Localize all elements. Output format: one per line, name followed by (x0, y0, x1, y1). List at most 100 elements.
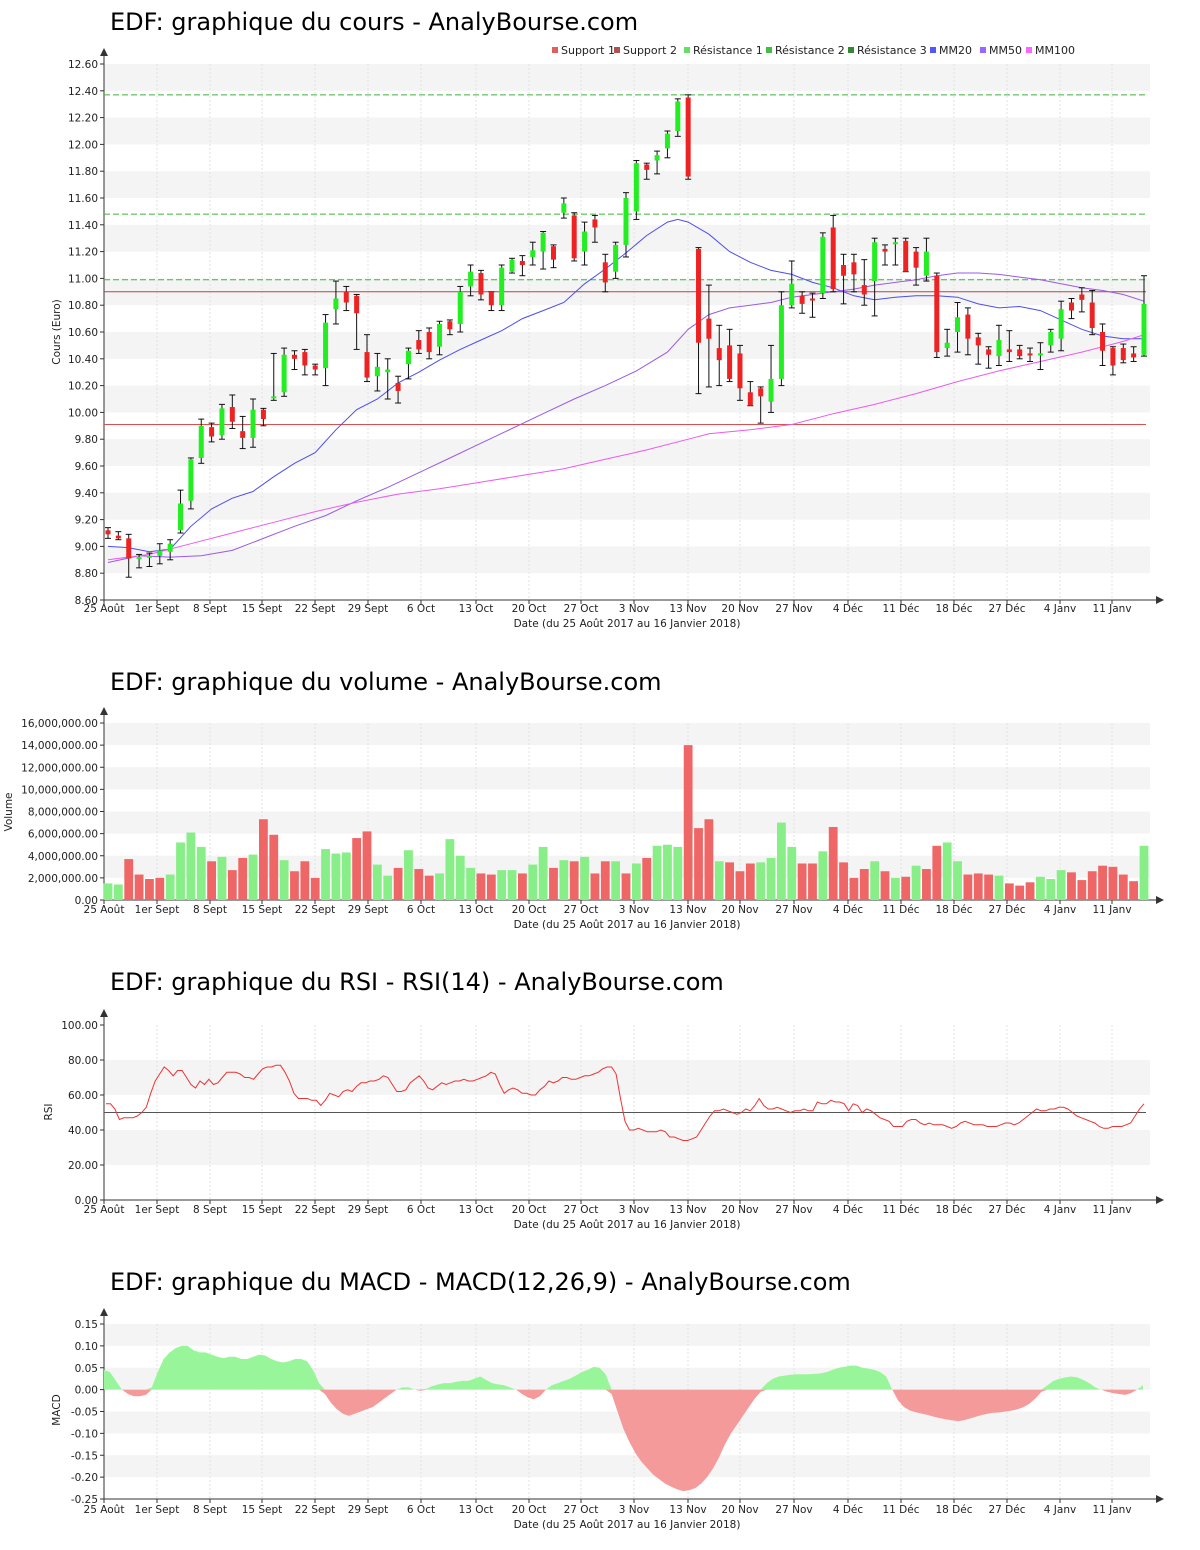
price-chart-title: EDF: graphique du cours - AnalyBourse.co… (110, 8, 639, 36)
candle-body (115, 535, 121, 539)
volume-bar (196, 846, 206, 900)
x-tick-label: 22 Sept (295, 904, 336, 916)
candle-body (519, 260, 525, 265)
legend-label: Résistance 2 (775, 44, 845, 57)
y-tick-label: 11.40 (68, 220, 98, 232)
x-tick-label: 27 Nov (775, 1504, 812, 1516)
volume-bar (776, 822, 786, 900)
x-tick-label: 20 Nov (721, 1204, 758, 1216)
volume-bar (124, 859, 134, 900)
x-tick-label: 11 Déc (882, 1204, 919, 1216)
candle-body (146, 555, 152, 558)
volume-bar (445, 839, 455, 900)
y-tick-label: 8,000,000.00 (28, 807, 98, 819)
x-axis-title: Date (du 25 Août 2017 au 16 Janvier 2018… (514, 919, 741, 931)
volume-bar (973, 873, 983, 900)
candle-body (405, 350, 411, 365)
y-axis-arrow (100, 48, 108, 56)
y-tick-label: 12,000,000.00 (21, 762, 98, 774)
volume-bar (600, 861, 610, 900)
candle-body (530, 250, 536, 257)
candle-body (354, 295, 360, 314)
candle-body (706, 318, 712, 339)
x-tick-label: 29 Sept (348, 603, 389, 615)
volume-bar (1108, 866, 1118, 900)
x-tick-label: 6 Oct (407, 904, 435, 916)
x-tick-label: 18 Déc (935, 904, 972, 916)
candle-body (602, 262, 608, 283)
candle-body (613, 244, 619, 272)
volume-bar (725, 862, 735, 900)
grid-band (104, 1324, 1150, 1346)
candle-body (623, 198, 629, 245)
candle-body (105, 530, 111, 535)
grid-band (104, 723, 1150, 746)
y-tick-label: 9.20 (75, 515, 98, 527)
y-tick-label: 10,000,000.00 (21, 784, 98, 796)
rsi-line (106, 1064, 1145, 1141)
volume-bar (103, 883, 113, 900)
candle-body (872, 242, 878, 282)
candle-body (737, 353, 743, 389)
volume-bar (383, 875, 393, 900)
volume-bar (797, 863, 807, 900)
x-tick-label: 27 Déc (988, 1204, 1025, 1216)
x-tick-label: 11 Janv (1092, 904, 1131, 916)
x-tick-label: 8 Sept (193, 1504, 227, 1516)
candle-body (302, 352, 308, 366)
candle-body (229, 407, 235, 422)
x-tick-label: 4 Déc (833, 603, 864, 615)
candle-body (986, 349, 992, 355)
candle-body (1089, 302, 1095, 328)
y-tick-label: -0.10 (71, 1428, 98, 1440)
candle-body (923, 251, 929, 276)
candle-body (468, 271, 474, 287)
candle-body (271, 396, 277, 399)
volume-bar (165, 874, 175, 900)
x-tick-label: 6 Oct (407, 603, 435, 615)
x-tick-label: 13 Nov (669, 603, 706, 615)
rsi-chart-title: EDF: graphique du RSI - RSI(14) - AnalyB… (110, 968, 724, 996)
x-tick-label: 27 Oct (564, 904, 599, 916)
volume-chart: 0.00 2,000,000.00 4,000,000.00 6,000,000.00… (3, 707, 1164, 931)
volume-bar (207, 861, 217, 900)
y-tick-label: 14,000,000.00 (21, 740, 98, 752)
volume-bar (1139, 845, 1149, 900)
macd-chart: -0.25 -0.20 -0.15 -0.10 -0.05 0.00 0.05 0.10 0.1… (51, 1308, 1164, 1531)
volume-bar (942, 842, 952, 900)
legend-swatch (848, 47, 854, 53)
y-axis-arrow (100, 1009, 108, 1017)
volume-bar (849, 877, 859, 900)
volume-bar (953, 861, 962, 900)
volume-bar (621, 873, 631, 900)
candle-body (830, 227, 836, 290)
candle-body (437, 323, 443, 347)
legend-label: MM20 (939, 44, 972, 57)
volume-bar (963, 874, 973, 900)
candle-body (198, 425, 204, 458)
candle-body (385, 369, 391, 373)
candle-body (696, 248, 702, 343)
x-tick-label: 20 Oct (512, 1504, 547, 1516)
x-tick-label: 15 Sept (242, 1504, 283, 1516)
legend-label: MM50 (989, 44, 1022, 57)
candle-body (965, 314, 971, 339)
volume-bar (1118, 874, 1128, 900)
candle-body (1027, 353, 1033, 356)
y-tick-label: 9.40 (75, 488, 98, 500)
candle-body (851, 262, 857, 275)
candle-body (1058, 309, 1064, 339)
volume-bar (631, 863, 641, 900)
volume-bar (113, 884, 123, 900)
volume-bar (248, 854, 258, 900)
candle-body (582, 231, 588, 252)
y-tick-label: -0.20 (71, 1472, 98, 1484)
candle-body (323, 322, 329, 369)
x-tick-label: 18 Déc (935, 603, 972, 615)
candle-body (260, 409, 266, 420)
candle-body (654, 155, 660, 161)
candle-body (1006, 349, 1012, 353)
x-tick-label: 11 Janv (1092, 603, 1131, 615)
volume-bar (1067, 872, 1076, 900)
volume-bar (787, 846, 797, 900)
